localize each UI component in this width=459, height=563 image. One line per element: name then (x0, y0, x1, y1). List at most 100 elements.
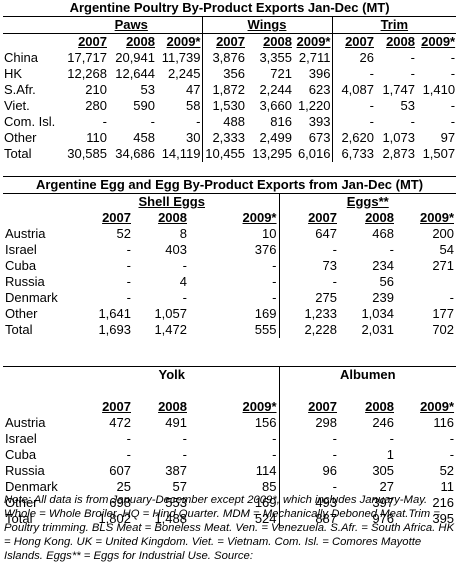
table-cell: - (278, 274, 339, 290)
year-header: 2009* (166, 34, 201, 49)
table-cell: 1,747 (382, 82, 415, 97)
table-cell: 246 (372, 415, 395, 430)
table-cell: 1,693 (98, 322, 131, 337)
table-cell: 12,644 (115, 66, 155, 81)
group-header-wings: Wings (201, 16, 332, 34)
footnote-text: Note: All data is from January-December … (4, 494, 455, 562)
table-cell: 816 (270, 114, 292, 129)
table-cell: 553 (165, 495, 187, 510)
table-cell: 10,455 (201, 146, 246, 162)
group-header-albumen: Albumen (278, 366, 457, 383)
year-header: 2008 (263, 34, 292, 49)
footnote: Note: All data is from January-December … (4, 493, 456, 563)
row-label: Other (4, 130, 37, 145)
group-header-eggs: Eggs** (278, 193, 457, 210)
table-cell: 4,087 (331, 82, 375, 98)
table-row: Com. Isl. - - -488 816 393- - - (3, 114, 456, 130)
table-cell: - (449, 290, 455, 305)
row-label: Cuba (5, 447, 37, 462)
table-cell: - (126, 258, 131, 273)
table-cell: - (126, 242, 131, 257)
table-cell: 17,717 (67, 50, 107, 65)
row-label: Total (4, 146, 32, 161)
table-cell: - (450, 66, 456, 81)
row-label: Com. Isl. (4, 114, 56, 129)
row-label: Israel (5, 431, 37, 446)
table-cell: 114 (255, 463, 277, 478)
table-cell: 1,220 (297, 98, 331, 113)
table-cell: 4 (179, 274, 187, 289)
table-cell: 298 (278, 415, 340, 431)
table-cell: 2,873 (382, 146, 415, 161)
table-cell (396, 274, 456, 290)
year-header: 2008 (365, 399, 395, 414)
table-cell: 673 (308, 130, 331, 145)
table-row: Cuba - - -73 234 271 (3, 258, 456, 274)
table-cell: 275 (278, 290, 339, 306)
table-cell: 11,739 (161, 50, 201, 65)
table-cell: 6,733 (331, 146, 375, 162)
table-cell: 472 (109, 415, 131, 430)
table-row: Denmark - - -275 239- (3, 290, 456, 306)
table-cell: - (449, 431, 455, 446)
row-label: Total (5, 511, 33, 526)
table-row: Austria 472 491 156 298 246 116 (3, 415, 456, 431)
poultry-table-body: China 17,717 20,941 11,739 3,876 3,355 2,711 26… (3, 50, 456, 162)
table-cell: - (278, 447, 340, 463)
row-label: Russia (5, 463, 45, 478)
table-cell: - (272, 274, 277, 289)
table-cell: - (278, 479, 340, 495)
table-cell: - (331, 114, 375, 130)
table-cell: 1,507 (422, 146, 456, 161)
row-label: Total (5, 322, 33, 337)
table-cell: 555 (254, 322, 277, 337)
table-cell: 56 (379, 274, 394, 289)
year-header-row: 2007 2008 2009* 2007 2008 2009* (3, 399, 456, 415)
group-header-shell-eggs: Shell Eggs (138, 194, 205, 209)
table-cell: 1,233 (278, 306, 339, 322)
table-row: Other 1,641 1,057 169 1,233 1,034 177 (3, 306, 456, 322)
table-cell: 493 (278, 495, 340, 511)
table-cell: 305 (372, 463, 395, 478)
table-cell: 397 (372, 495, 395, 510)
table-cell: 3,660 (259, 98, 292, 113)
table-cell: 1,472 (154, 322, 187, 337)
table-cell: 14,119 (161, 146, 201, 161)
year-header: 2007 (102, 399, 131, 414)
table-cell: - (126, 447, 131, 462)
table-cell: 403 (165, 242, 187, 257)
table-cell: 468 (372, 226, 394, 241)
table-cell: - (272, 431, 277, 446)
table-row: Austria 52 8 10 647 468 200 (3, 226, 456, 242)
table-cell: 85 (262, 479, 277, 494)
table-row: China 17,717 20,941 11,739 3,876 3,355 2,711 26… (3, 50, 456, 66)
row-label: Other (5, 306, 38, 321)
group-header-yolk: Yolk (65, 366, 280, 383)
table-cell: 53 (140, 82, 155, 97)
table-cell: 96 (278, 463, 340, 479)
table-row: Total 1,693 1,472 555 2,228 2,031 702 (3, 322, 456, 338)
table-cell: 387 (165, 463, 187, 478)
table-cell: 393 (308, 114, 331, 129)
group-header-trim: Trim (331, 16, 457, 34)
table-cell: - (272, 290, 277, 305)
row-label: China (4, 50, 38, 65)
year-header: 2009* (420, 210, 455, 225)
table-cell: 1,802 (98, 511, 131, 526)
table-cell: 590 (133, 98, 155, 113)
table-row: Total 1,802 1,488 524 887 976 395 (3, 511, 456, 527)
table-cell: 177 (432, 306, 455, 321)
table-cell: 607 (109, 463, 131, 478)
table-row: Viet. 280 590 58 1,530 3,660 1,220-53- (3, 98, 456, 114)
table-cell: - (150, 114, 155, 129)
table-cell: - (272, 447, 277, 462)
table-row: Cuba - - - -1- (3, 447, 456, 463)
table-cell: 53 (400, 98, 415, 113)
table-cell: 97 (440, 130, 456, 145)
table-cell: 2,620 (331, 130, 375, 146)
table-cell: 52 (439, 463, 455, 478)
table-cell: - (126, 274, 131, 289)
table-cell: - (126, 290, 131, 305)
table-cell: - (410, 114, 415, 129)
table-cell: 2,245 (167, 66, 201, 81)
